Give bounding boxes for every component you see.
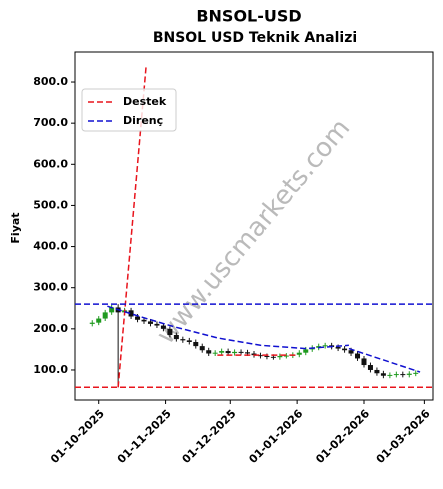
- candle-body: [96, 318, 102, 323]
- candle-body: [270, 356, 276, 358]
- plot-area: [75, 65, 433, 388]
- candle-body: [380, 373, 386, 376]
- watermark: www.uscmarkets.com: [151, 113, 356, 350]
- candle-body: [342, 348, 348, 351]
- candle-body: [296, 352, 302, 355]
- x-tick-label: 01-02-2026: [313, 407, 372, 466]
- candle-body: [355, 353, 361, 359]
- candle-body: [387, 374, 393, 376]
- candle-body: [400, 374, 406, 376]
- y-tick-label: 100.0: [33, 363, 68, 376]
- candle-body: [251, 353, 257, 356]
- candle-body: [374, 369, 380, 374]
- trend-line: [107, 305, 349, 350]
- candle-body: [264, 355, 270, 357]
- x-tick-label: 01-03-2026: [374, 407, 433, 466]
- legend-box: [81, 88, 177, 132]
- legend-label: Destek: [123, 95, 167, 108]
- candle-body: [393, 374, 399, 376]
- candle-body: [173, 335, 179, 340]
- candle-body: [406, 373, 412, 375]
- x-tick-label: 01-12-2025: [180, 407, 239, 466]
- candle-body: [277, 355, 283, 358]
- trend-line: [348, 347, 421, 373]
- y-axis-label: Fiyat: [9, 212, 22, 243]
- candle-body: [219, 351, 225, 353]
- y-tick-label: 800.0: [33, 75, 68, 88]
- candle-body: [154, 323, 160, 326]
- candle-body: [232, 351, 238, 354]
- candle-body: [186, 340, 192, 342]
- y-tick-label: 200.0: [33, 322, 68, 335]
- candle-body: [212, 352, 218, 354]
- candle-body: [167, 328, 173, 336]
- x-tick-label: 01-11-2025: [115, 407, 174, 466]
- candle-body: [225, 351, 231, 354]
- candle-body: [348, 350, 354, 354]
- candle-body: [322, 345, 328, 347]
- candle-body: [361, 358, 367, 366]
- candle-body: [283, 355, 289, 357]
- chart-subtitle: BNSOL USD Teknik Analizi: [153, 30, 357, 46]
- y-tick-label: 300.0: [33, 281, 68, 294]
- plot-frame: [74, 51, 434, 401]
- candle-body: [303, 349, 309, 353]
- candle-body: [238, 351, 244, 353]
- candle-body: [180, 339, 186, 341]
- y-tick-label: 600.0: [33, 157, 68, 170]
- candle-body: [206, 350, 212, 354]
- candle-body: [193, 342, 199, 347]
- y-tick-label: 700.0: [33, 116, 68, 129]
- candle-body: [199, 346, 205, 351]
- y-tick-label: 400.0: [33, 240, 68, 253]
- chart-title: BNSOL-USD: [196, 7, 301, 26]
- candle-body: [147, 321, 153, 324]
- candle-body: [413, 372, 419, 374]
- candle-body: [367, 365, 373, 370]
- candle-body: [135, 316, 141, 320]
- x-tick-label: 01-10-2025: [48, 407, 107, 466]
- candle-body: [89, 322, 95, 324]
- candle-body: [160, 325, 166, 329]
- y-tick-label: 500.0: [33, 198, 68, 211]
- candle-body: [128, 310, 134, 317]
- candle-body: [141, 319, 147, 322]
- candle-body: [335, 346, 341, 349]
- legend-label: Direnç: [123, 114, 163, 127]
- candle-body: [245, 352, 251, 354]
- candle-body: [102, 312, 108, 319]
- x-tick-label: 01-01-2026: [246, 407, 305, 466]
- candle-body: [109, 307, 115, 313]
- candle-body: [257, 355, 263, 357]
